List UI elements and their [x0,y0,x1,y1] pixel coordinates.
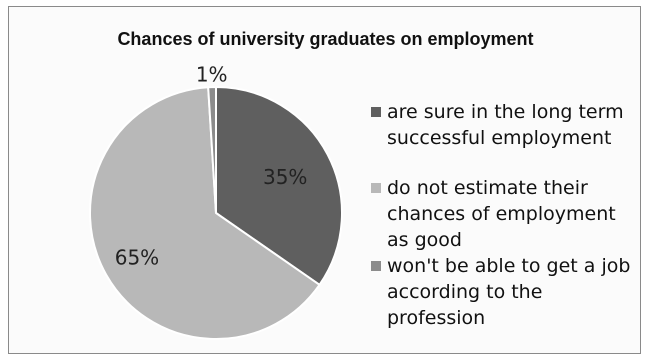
chart-title: Chances of university graduates on emplo… [117,29,534,49]
legend-label-sure: are sure in the long term successful emp… [387,101,624,149]
pie-slice-no-job [207,85,217,214]
data-label-no-job: 1% [196,62,228,86]
data-label-not-good: 65% [115,246,159,270]
legend-swatch-sure [371,107,381,117]
legend-label-not-good: do not estimate their chances of employm… [387,177,616,251]
legend: are sure in the long term successful emp… [371,99,631,331]
pie-slice-sure [215,85,343,287]
legend-item-sure: are sure in the long term successful emp… [371,99,631,175]
legend-swatch-not-good [371,183,381,193]
data-label-sure: 35% [263,165,307,189]
pie-slice-not-good [89,86,321,340]
legend-swatch-no-job [371,261,381,271]
legend-item-no-job: won't be able to get a job according to … [371,253,631,331]
chart-frame: Chances of university graduates on emplo… [8,6,641,354]
pie-chart: 35% 65% 1% [89,62,343,340]
legend-label-no-job: won't be able to get a job according to … [387,255,631,329]
legend-item-not-good: do not estimate their chances of employm… [371,175,631,253]
